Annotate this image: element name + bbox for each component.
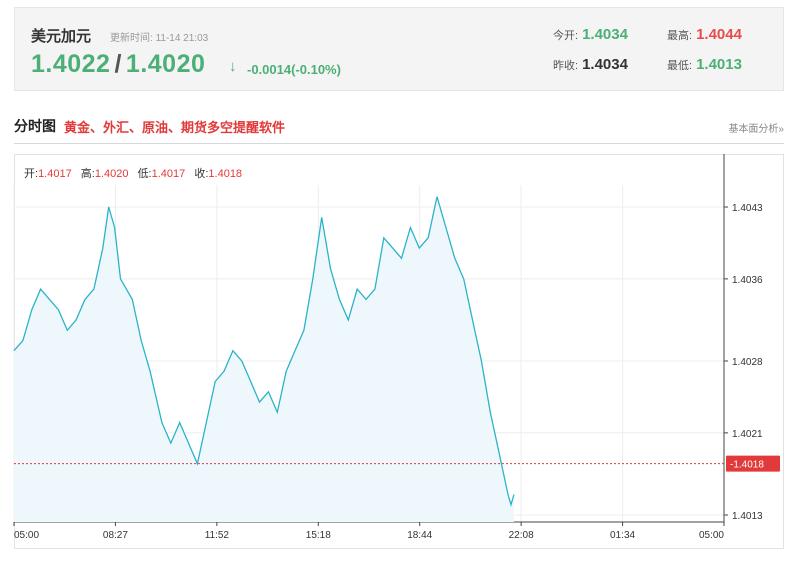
section-title: 分时图 — [14, 118, 56, 134]
y-axis-ticks: 1.4043 1.4036 1.4028 1.4021 1.4013 — [724, 203, 763, 522]
x-tick-label-6: 01:34 — [610, 530, 635, 541]
ohlc-close-label: 收: — [194, 168, 209, 180]
x-tick-label-5: 22:08 — [509, 530, 534, 541]
ohlc-open-value: 1.4017 — [38, 168, 72, 180]
section-divider — [14, 143, 784, 144]
x-tick-label-4: 18:44 — [407, 530, 432, 541]
stat-low: 最低: 1.4013 — [667, 56, 742, 73]
update-time-value: 11-14 21:03 — [155, 33, 209, 44]
y-tick-label-4: 1.4013 — [732, 511, 763, 522]
stat-low-label: 最低: — [667, 60, 693, 72]
current-price-tag-label: -1.4018 — [730, 460, 764, 471]
stat-open-value: 1.4034 — [582, 26, 628, 43]
price-change: -0.0014(-0.10%) — [247, 62, 341, 77]
stat-high: 最高: 1.4044 — [667, 26, 742, 43]
stat-high-value: 1.4044 — [696, 26, 742, 43]
update-time: 更新时间: 11-14 21:03 — [110, 29, 208, 44]
price-area-fill — [14, 196, 514, 522]
ohlc-bar: 开:1.4017 高:1.4020 低:1.4017 收:1.4018 — [24, 165, 248, 181]
x-tick-label-3: 15:18 — [306, 530, 331, 541]
stat-open: 今开: 1.4034 — [553, 26, 628, 43]
ask-price: 1.4020 — [125, 50, 206, 78]
price-separator: / — [114, 50, 122, 78]
ohlc-high-label: 高: — [80, 168, 95, 180]
quote-panel: 美元加元 更新时间: 11-14 21:03 1.4022/1.4020 ↓ -… — [14, 7, 784, 91]
stat-prev-close: 昨收: 1.4034 — [553, 56, 628, 73]
ohlc-open-label: 开: — [24, 168, 39, 180]
price-line — [13, 196, 515, 508]
x-tick-label-7: 05:00 — [699, 530, 724, 541]
instrument-name: 美元加元 — [31, 28, 92, 45]
y-tick-label-0: 1.4043 — [732, 203, 763, 214]
y-tick-label-2: 1.4028 — [732, 357, 763, 368]
bid-price: 1.4022 — [31, 50, 111, 78]
current-price-tag-bg — [726, 455, 780, 472]
x-tick-label-0: 05:00 — [14, 530, 39, 541]
stat-open-label: 今开: — [553, 30, 579, 42]
ohlc-close-value: 1.4018 — [208, 168, 243, 180]
y-tick-label-1: 1.4036 — [732, 275, 763, 286]
x-tick-label-1: 08:27 — [103, 530, 128, 541]
down-arrow-icon: ↓ — [229, 58, 237, 75]
stat-prev-close-label: 昨收: — [553, 60, 579, 72]
stat-high-label: 最高: — [667, 30, 693, 42]
promo-link[interactable]: 黄金、外汇、原油、期货多空提醒软件 — [64, 120, 286, 135]
current-price-tag: -1.4018 — [726, 455, 780, 472]
x-tick-label-2: 11:52 — [205, 530, 230, 541]
ohlc-high-value: 1.4020 — [94, 168, 129, 180]
stat-prev-close-value: 1.4034 — [582, 56, 628, 73]
ohlc-low-value: 1.4017 — [151, 168, 186, 180]
fundamental-analysis-link[interactable]: 基本面分析» — [728, 124, 784, 135]
ohlc-low-label: 低: — [137, 168, 152, 180]
x-axis-ticks: 05:00 08:27 11:52 15:18 18:44 22:08 01:34 05:00 — [13, 522, 725, 541]
y-tick-label-3: 1.4021 — [732, 429, 763, 440]
update-time-label: 更新时间: — [110, 33, 153, 44]
stat-low-value: 1.4013 — [696, 56, 742, 73]
bid-ask-price: 1.4022/1.4020 — [31, 50, 205, 79]
